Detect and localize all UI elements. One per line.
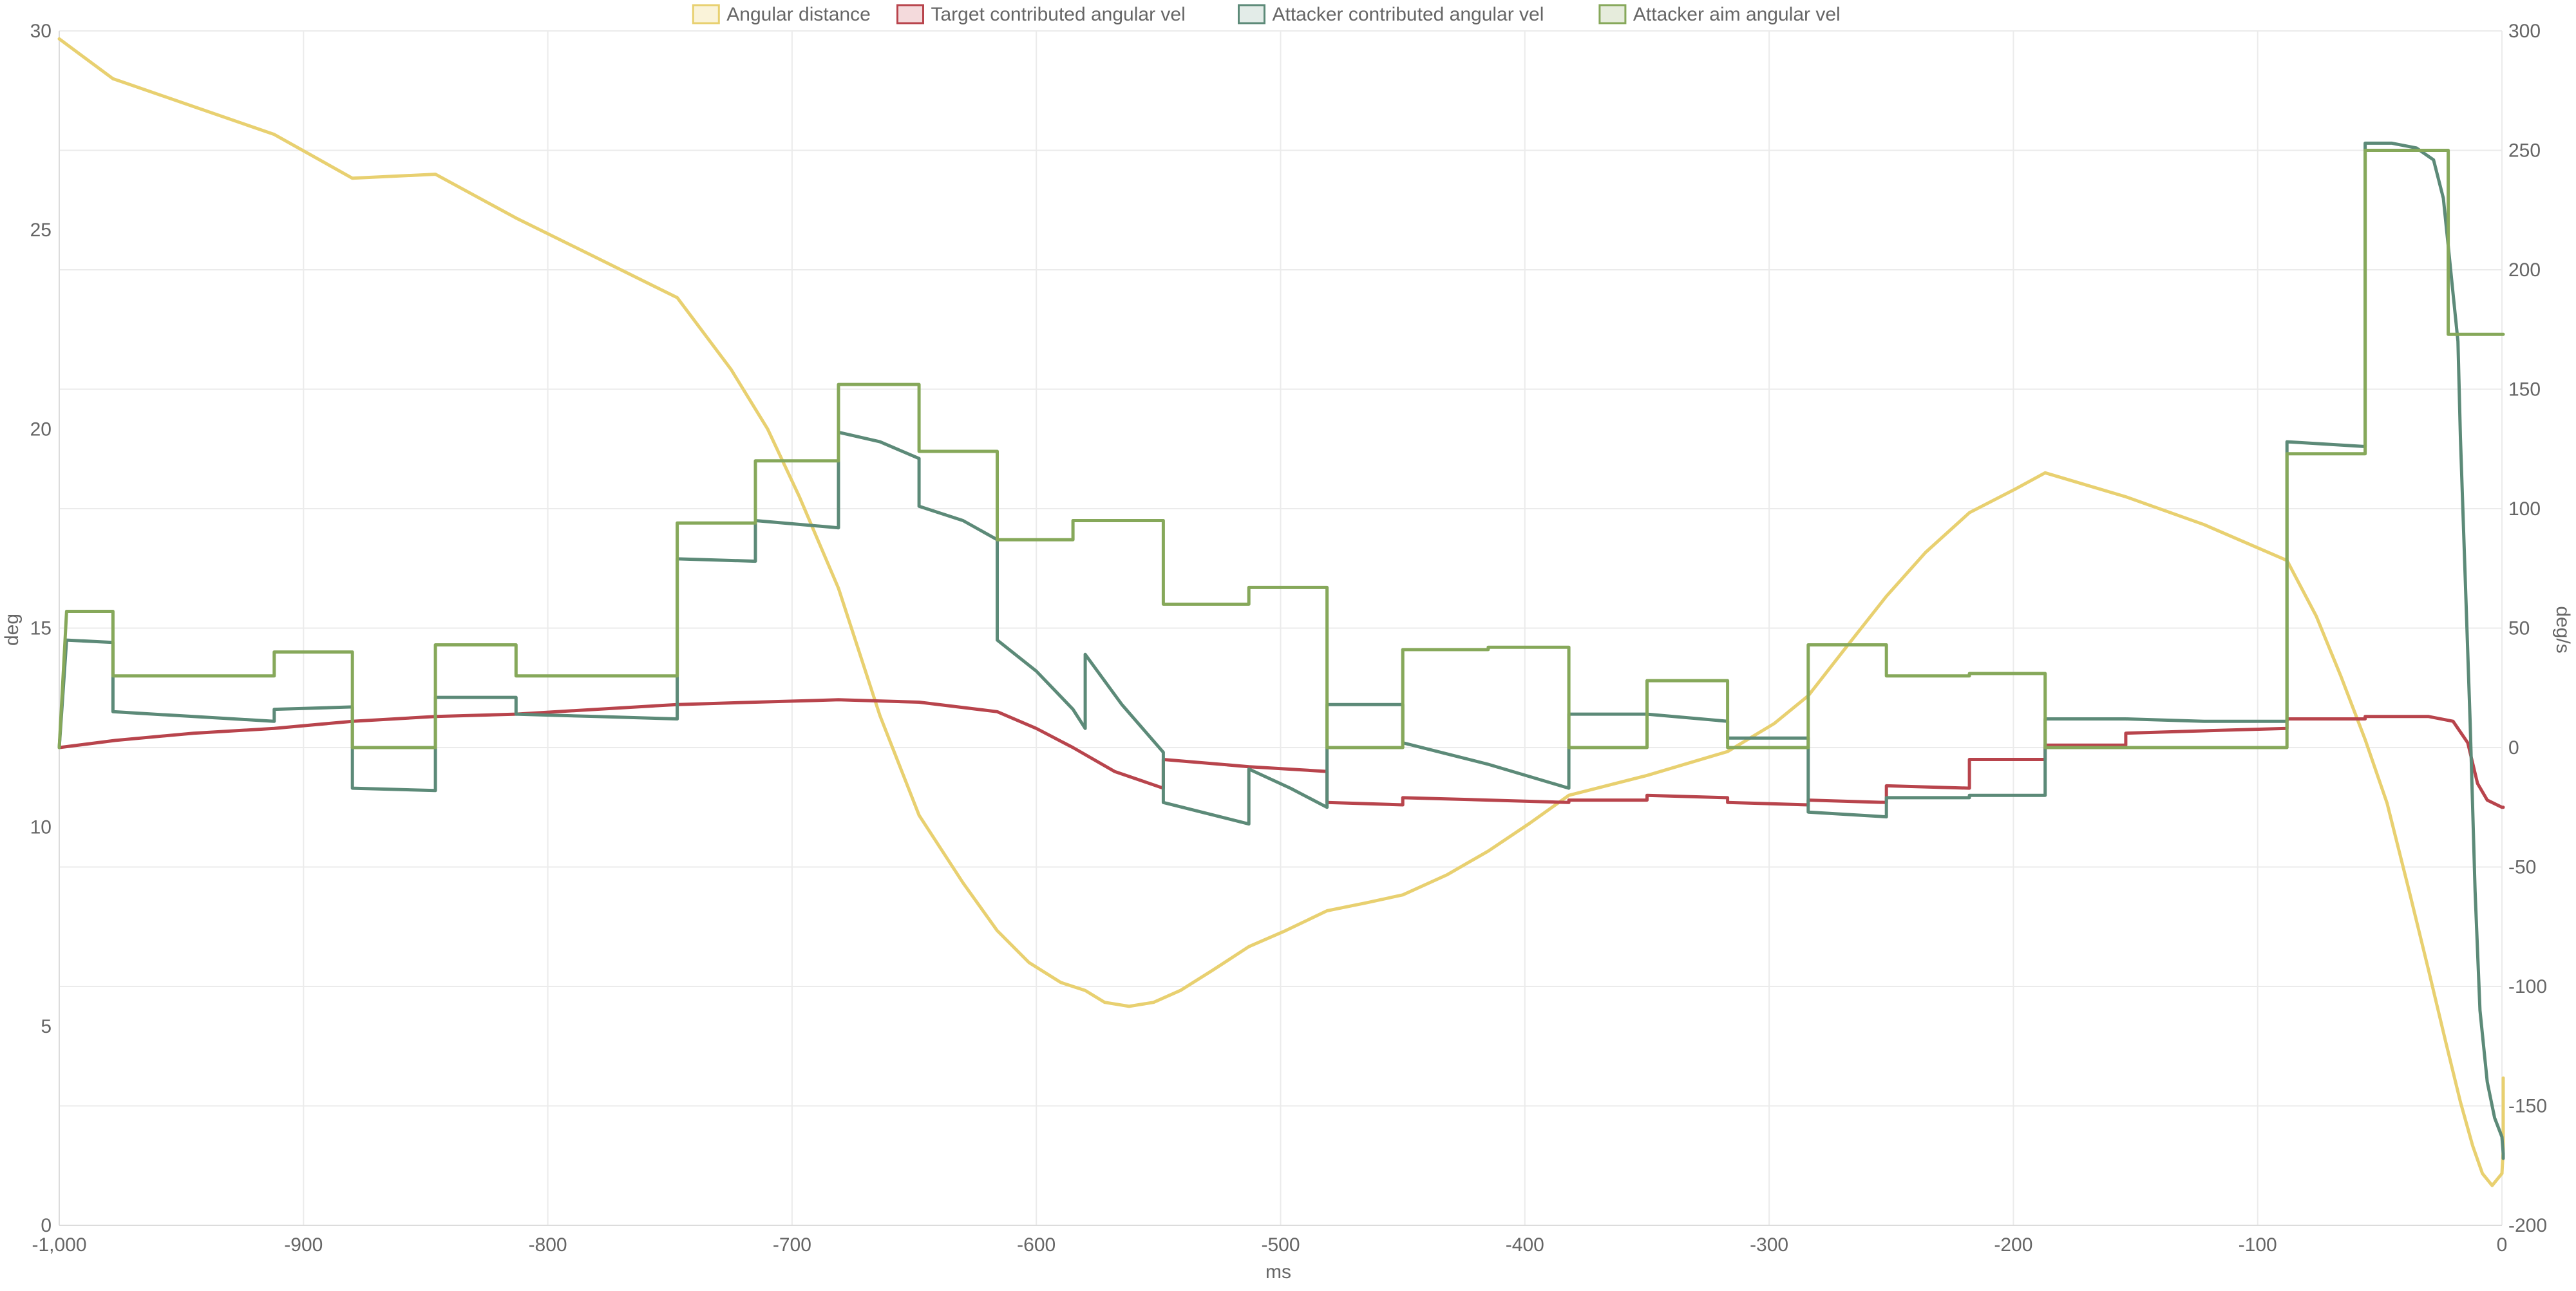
series-layer — [57, 37, 2505, 1187]
x-tick-label: -800 — [529, 1234, 567, 1256]
y-left-tick-label: 25 — [30, 220, 52, 241]
y-left-tick-label: 5 — [41, 1016, 52, 1037]
series-line-0 — [57, 37, 2505, 1187]
x-tick-label: -900 — [284, 1234, 323, 1256]
series-line-3 — [57, 149, 2505, 749]
y-right-tick-label: -100 — [2508, 976, 2547, 997]
y-right-tick-label: 250 — [2508, 140, 2541, 162]
y-right-tick-label: -50 — [2508, 857, 2536, 878]
y-left-tick-label: 0 — [41, 1215, 52, 1236]
y-right-tick-label: -150 — [2508, 1096, 2547, 1117]
x-tick-label: -500 — [1261, 1234, 1300, 1256]
y-right-tick-label: 200 — [2508, 259, 2541, 281]
x-tick-label: -200 — [1994, 1234, 2032, 1256]
x-tick-label: -600 — [1017, 1234, 1056, 1256]
x-tick-label: -100 — [2239, 1234, 2277, 1256]
legend-swatch-1 — [896, 4, 924, 24]
axis-layer: -1,000 -900 -800 -700 -600 -500 -400 -300 -200 -1… — [30, 21, 2547, 1256]
y-left-tick-label: 15 — [30, 618, 52, 639]
legend-swatch-3 — [1598, 4, 1627, 24]
legend: Angular distance Target contributed angul… — [692, 4, 1841, 25]
series-line-1 — [57, 698, 2505, 809]
y-left-tick-label: 30 — [30, 21, 52, 42]
legend-label-1: Target contributed angular vel — [931, 4, 1186, 25]
y-right-tick-label: 0 — [2508, 737, 2519, 759]
x-tick-label: -700 — [773, 1234, 811, 1256]
grid-layer — [59, 30, 2503, 1226]
x-tick-label: -300 — [1750, 1234, 1788, 1256]
y-axis-left-title: deg — [1, 614, 23, 646]
legend-swatch-0 — [692, 4, 720, 24]
x-tick-label: -400 — [1506, 1234, 1544, 1256]
x-tick-label: -1,000 — [32, 1234, 86, 1256]
y-axis-right-title: deg/s — [2552, 606, 2573, 653]
legend-label-3: Attacker aim angular vel — [1633, 4, 1841, 25]
y-right-tick-label: 150 — [2508, 379, 2541, 400]
legend-swatch-2 — [1238, 4, 1265, 24]
y-right-tick-label: 50 — [2508, 618, 2530, 639]
y-left-tick-label: 10 — [30, 817, 52, 838]
x-axis-title: ms — [1265, 1261, 1291, 1283]
legend-label-2: Attacker contributed angular vel — [1273, 4, 1544, 25]
y-right-tick-label: 100 — [2508, 498, 2541, 520]
y-left-tick-label: 20 — [30, 419, 52, 440]
y-right-tick-label: -200 — [2508, 1215, 2547, 1236]
y-right-tick-label: 300 — [2508, 21, 2541, 42]
x-tick-label: 0 — [2497, 1234, 2508, 1256]
legend-label-0: Angular distance — [726, 4, 870, 25]
